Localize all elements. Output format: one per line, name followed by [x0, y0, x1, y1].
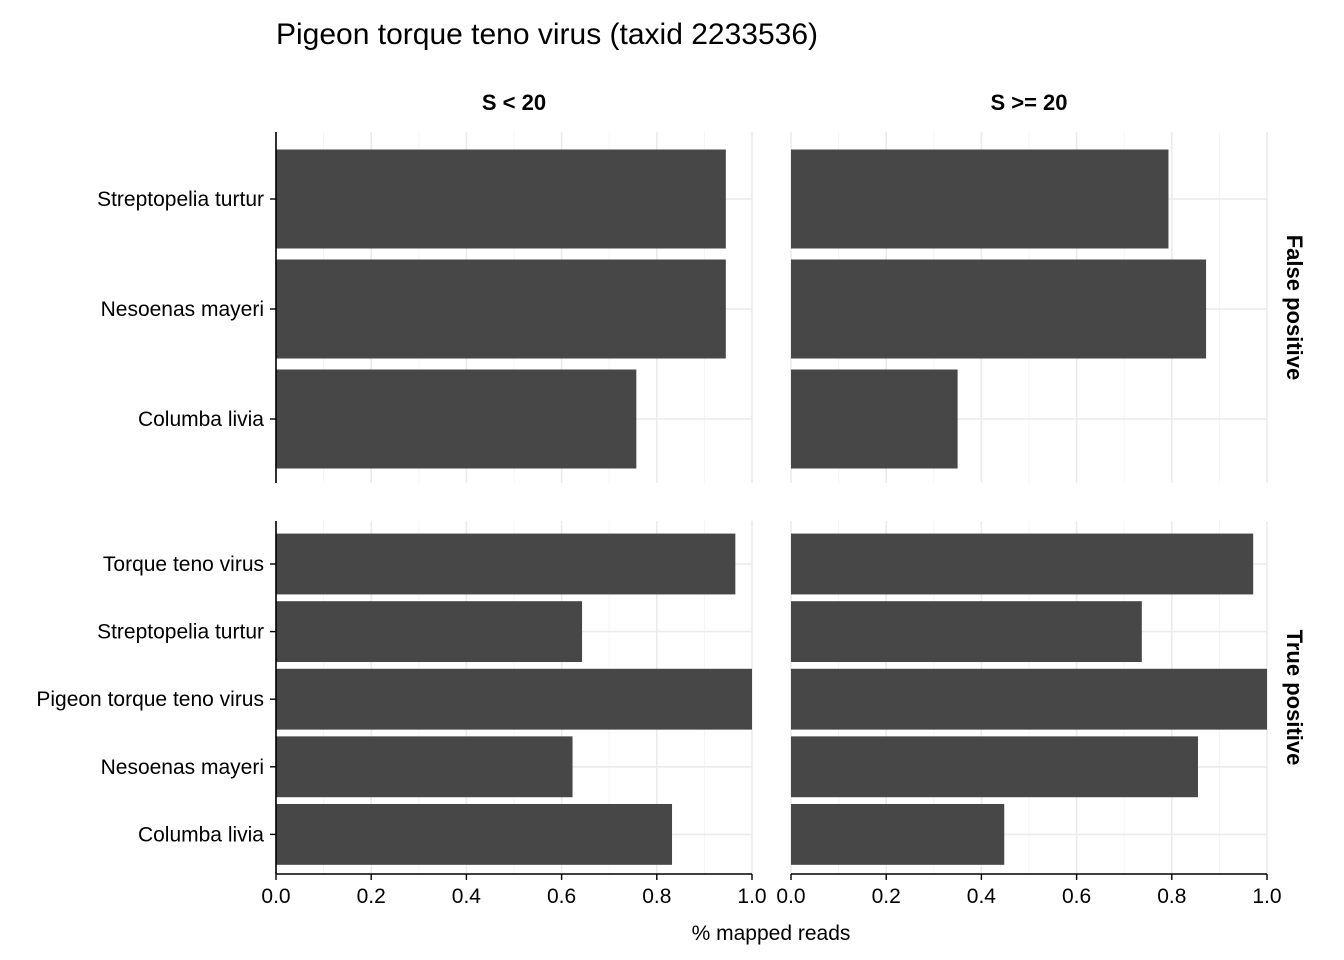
x-tick-label: 1.0 — [737, 885, 766, 908]
bar — [791, 533, 1254, 595]
facet-column-label: S >= 20 — [990, 90, 1067, 115]
x-tick-label: 0.4 — [452, 885, 482, 908]
bar — [791, 803, 1005, 865]
y-tick-label: Nesoenas mayeri — [101, 756, 264, 779]
bar — [791, 369, 958, 469]
facet-panel — [790, 521, 1268, 874]
bar — [276, 533, 736, 595]
x-tick-label: 0.8 — [1157, 885, 1186, 908]
bar — [276, 668, 752, 730]
bar — [276, 149, 726, 249]
x-axis-label: % mapped reads — [692, 922, 851, 945]
y-tick-label: Columba livia — [138, 408, 264, 431]
bar — [276, 369, 637, 469]
y-tick-label: Nesoenas mayeri — [101, 298, 264, 321]
facet-row-label: True positive — [1282, 630, 1307, 766]
facet-row-label: False positive — [1282, 235, 1307, 381]
x-tick-label: 0.6 — [1062, 885, 1091, 908]
x-tick-label: 0.6 — [547, 885, 576, 908]
facet-panel — [275, 521, 753, 874]
bar — [791, 601, 1142, 663]
y-tick-label: Columba livia — [138, 823, 264, 846]
x-tick-label: 0.2 — [872, 885, 901, 908]
bar — [791, 259, 1207, 359]
x-tick-label: 1.0 — [1252, 885, 1281, 908]
bar — [791, 149, 1169, 249]
facet-panel — [790, 132, 1268, 483]
bar — [276, 259, 726, 359]
x-tick-label: 0.2 — [357, 885, 386, 908]
x-tick-label: 0.0 — [261, 885, 290, 908]
bar — [276, 601, 583, 663]
y-tick-label: Streptopelia turtur — [97, 621, 264, 644]
x-tick-label: 0.0 — [776, 885, 805, 908]
x-tick-label: 0.4 — [967, 885, 997, 908]
y-tick-label: Pigeon torque teno virus — [36, 688, 264, 711]
bar — [276, 736, 573, 798]
bar — [791, 668, 1267, 730]
facet-column-label: S < 20 — [482, 90, 546, 115]
chart-title: Pigeon torque teno virus (taxid 2233536) — [276, 18, 818, 51]
facet-panel — [275, 132, 753, 483]
bar — [276, 803, 673, 865]
y-tick-label: Streptopelia turtur — [97, 188, 264, 211]
bar — [791, 736, 1198, 798]
facet-panels: S < 20 S >= 20 False positive Streptopelia … — [36, 90, 1307, 908]
x-tick-label: 0.8 — [642, 885, 671, 908]
y-tick-label: Torque teno virus — [103, 553, 264, 576]
